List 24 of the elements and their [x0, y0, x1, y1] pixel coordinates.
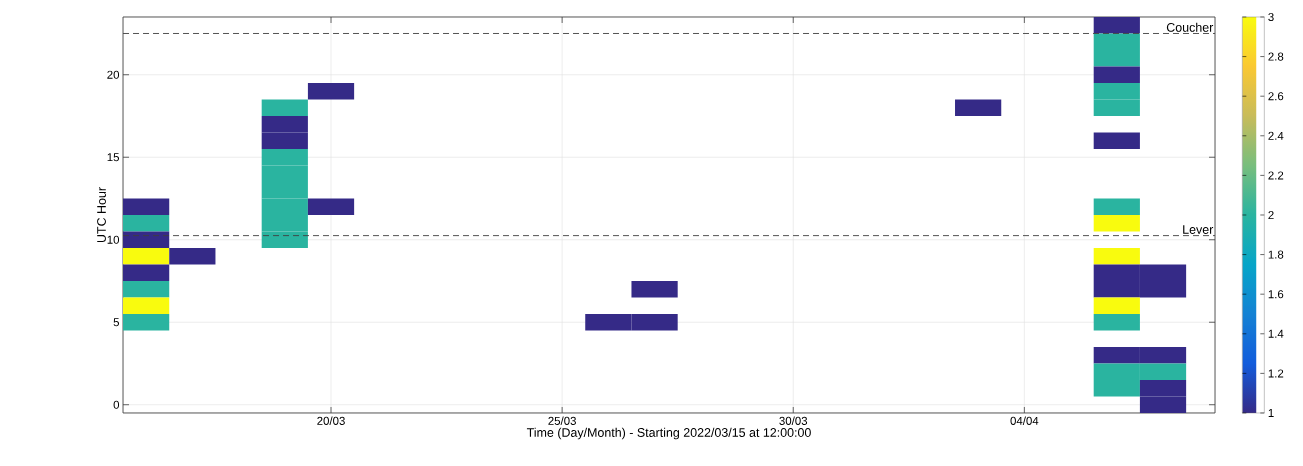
- x-tick-label: 30/03: [779, 416, 808, 425]
- color-bar-label: 3: [1268, 12, 1274, 22]
- color-bar-label: 1.4: [1268, 329, 1284, 338]
- color-bar-label: 2.8: [1268, 52, 1284, 61]
- color-bar-label: 2.6: [1268, 92, 1284, 101]
- color-bar-label: 1.2: [1268, 369, 1284, 378]
- x-tick-label: 25/03: [548, 416, 576, 425]
- color-bar-label: 2.4: [1268, 131, 1284, 140]
- color-bar-label: 1: [1268, 409, 1274, 417]
- color-bar-label: 1.6: [1268, 290, 1284, 299]
- y-tick-label: 15: [107, 153, 120, 162]
- y-tick-label: 5: [113, 318, 120, 327]
- ref-line-label: Lever: [1183, 225, 1214, 234]
- ref-line-label: Coucher: [1166, 22, 1214, 32]
- color-bar-label: 2: [1268, 210, 1274, 219]
- x-axis-title: Time (Day/Month) - Starting 2022/03/15 at 12:00:00: [526, 427, 811, 440]
- y-tick-label: 10: [107, 235, 120, 244]
- y-tick-label: 20: [107, 70, 120, 79]
- x-tick-label: 04/04: [1010, 416, 1039, 425]
- x-tick-label: 20/03: [317, 416, 345, 425]
- color-bar-label: 2.2: [1268, 171, 1284, 180]
- color-bar-label: 1.8: [1268, 250, 1284, 259]
- y-tick-label: 0: [113, 400, 120, 409]
- y-axis-title: UTC Hour: [97, 187, 106, 243]
